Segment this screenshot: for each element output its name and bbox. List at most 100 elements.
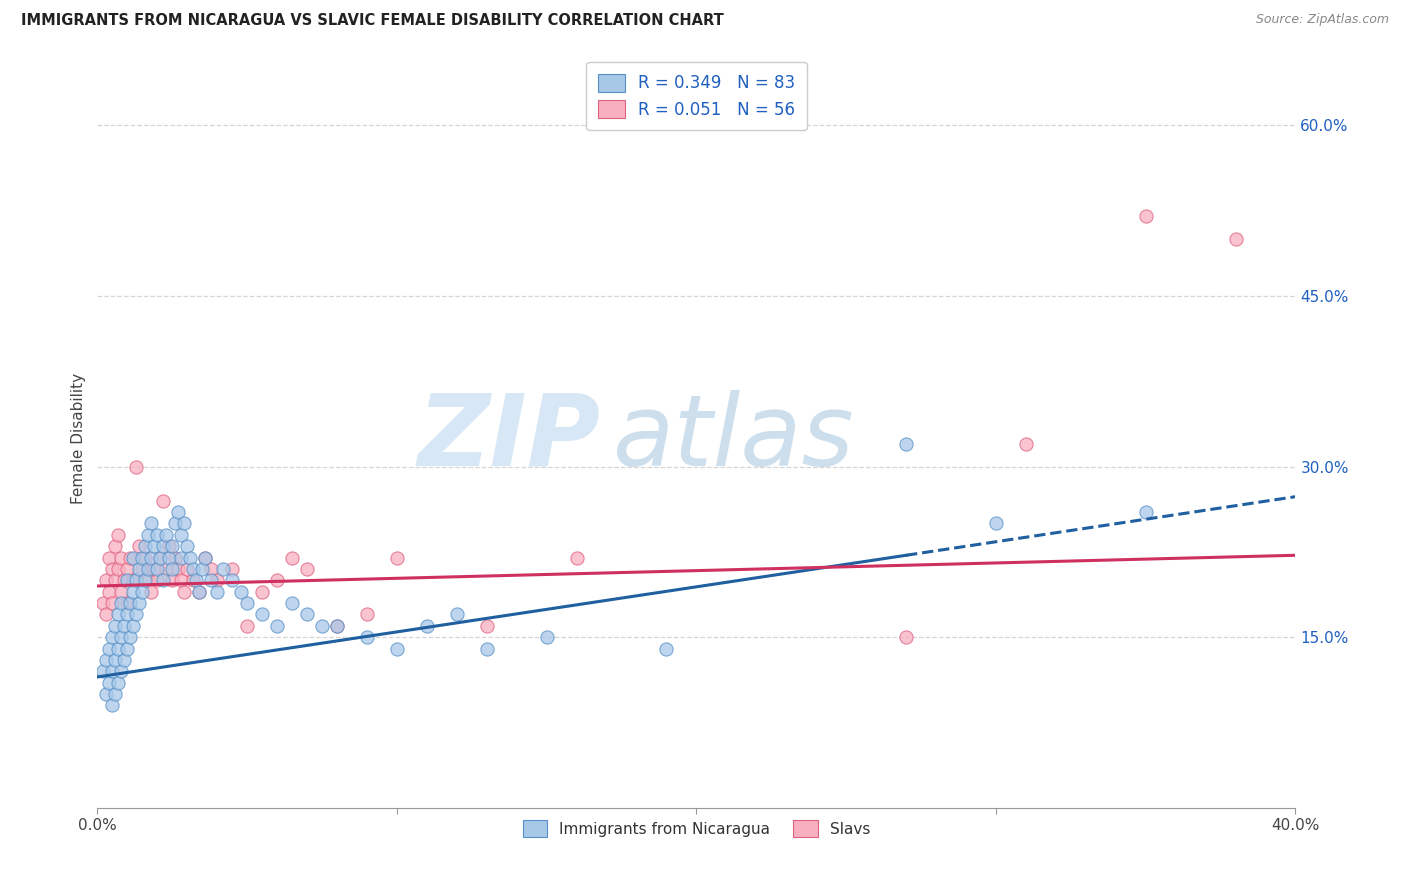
Point (1225, 232, 1247, 246)
Point (655, 641, 678, 656)
Point (98, 550, 121, 565)
Point (191, 562, 214, 576)
Text: Source: ZipAtlas.com: Source: ZipAtlas.com (1256, 13, 1389, 27)
Point (110, 596, 132, 610)
Point (200, 574, 222, 588)
Point (117, 607, 139, 622)
Point (96, 574, 118, 588)
Point (120, 550, 142, 565)
Point (173, 584, 195, 599)
Point (326, 619, 349, 633)
Point (146, 528, 169, 542)
Point (186, 574, 208, 588)
Point (250, 607, 273, 622)
Point (104, 653, 127, 667)
Point (281, 550, 304, 565)
Point (281, 596, 304, 610)
Point (194, 550, 217, 565)
Point (356, 630, 378, 644)
Point (176, 539, 198, 553)
Point (107, 528, 129, 542)
Point (93, 596, 115, 610)
Point (122, 550, 145, 565)
Point (122, 584, 145, 599)
Point (194, 550, 217, 565)
Point (128, 562, 150, 576)
Point (176, 562, 198, 576)
Point (536, 630, 558, 644)
Point (107, 607, 129, 622)
Point (125, 459, 148, 474)
Point (326, 619, 349, 633)
Point (131, 584, 153, 599)
Point (110, 584, 132, 599)
Point (984, 516, 1007, 531)
Point (170, 550, 193, 565)
Point (141, 584, 163, 599)
Point (167, 505, 190, 519)
Point (101, 596, 124, 610)
Point (125, 574, 148, 588)
Point (101, 630, 124, 644)
Point (205, 584, 228, 599)
Point (141, 550, 163, 565)
Point (894, 437, 917, 451)
Point (894, 630, 917, 644)
Y-axis label: Female Disability: Female Disability (72, 373, 86, 504)
Point (356, 607, 378, 622)
Point (157, 550, 180, 565)
Point (181, 574, 204, 588)
Point (101, 665, 124, 679)
Point (134, 550, 156, 565)
Text: IMMIGRANTS FROM NICARAGUA VS SLAVIC FEMALE DISABILITY CORRELATION CHART: IMMIGRANTS FROM NICARAGUA VS SLAVIC FEMA… (21, 13, 724, 29)
Point (96, 653, 118, 667)
Point (112, 574, 135, 588)
Point (160, 562, 183, 576)
Point (152, 493, 174, 508)
Point (107, 641, 129, 656)
Point (446, 607, 468, 622)
Point (136, 528, 159, 542)
Point (385, 550, 408, 565)
Point (221, 562, 243, 576)
Point (122, 619, 145, 633)
Point (160, 574, 183, 588)
Point (205, 574, 228, 588)
Point (143, 562, 166, 576)
Point (143, 539, 166, 553)
Point (149, 550, 172, 565)
Point (160, 539, 183, 553)
Point (385, 641, 408, 656)
Point (212, 562, 235, 576)
Point (295, 607, 318, 622)
Point (146, 574, 169, 588)
Point (93, 665, 115, 679)
Point (1015, 437, 1038, 451)
Point (152, 539, 174, 553)
Point (1135, 210, 1157, 224)
Point (200, 562, 222, 576)
Point (120, 630, 142, 644)
Point (98, 675, 121, 690)
Point (136, 574, 159, 588)
Point (117, 596, 139, 610)
Point (250, 584, 273, 599)
Point (112, 653, 135, 667)
Point (117, 641, 139, 656)
Point (229, 584, 252, 599)
Point (98, 641, 121, 656)
Point (236, 619, 259, 633)
Point (236, 596, 259, 610)
Point (110, 630, 132, 644)
Point (134, 539, 156, 553)
Point (107, 562, 129, 576)
Point (104, 619, 127, 633)
Point (134, 574, 156, 588)
Point (165, 550, 187, 565)
Point (110, 550, 132, 565)
Point (167, 562, 190, 576)
Point (475, 619, 498, 633)
Point (1135, 505, 1157, 519)
Point (131, 562, 153, 576)
Point (155, 528, 177, 542)
